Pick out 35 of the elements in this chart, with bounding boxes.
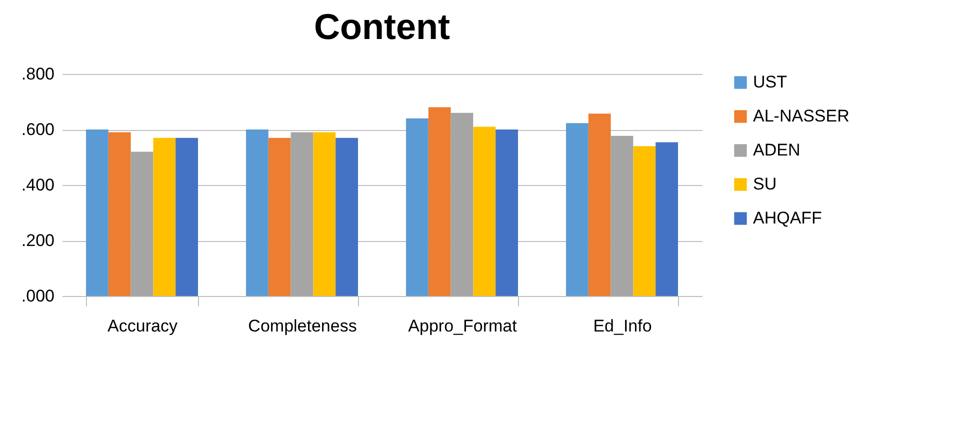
bar — [473, 126, 496, 296]
legend-label: AL-NASSER — [753, 106, 850, 126]
bar — [566, 123, 588, 296]
bar — [406, 118, 428, 296]
bar — [246, 130, 268, 296]
bar — [588, 114, 611, 296]
bar — [130, 152, 154, 296]
bar — [153, 138, 176, 296]
y-tick-label: .800 — [21, 64, 54, 84]
y-tick-label: .400 — [21, 176, 54, 194]
y-tick-label: .600 — [21, 120, 54, 139]
x-tick-label: Accuracy — [108, 316, 178, 336]
x-tick-label: Completeness — [248, 316, 357, 336]
bar — [336, 138, 358, 296]
bar — [313, 132, 336, 296]
legend-label: ADEN — [753, 140, 800, 160]
x-tick-label: Appro_Format — [408, 316, 518, 336]
bar — [86, 130, 108, 296]
bar — [496, 130, 518, 296]
bar — [656, 142, 678, 296]
x-tick-label: Ed_Info — [593, 316, 652, 336]
y-tick-label: .000 — [21, 286, 54, 306]
y-tick-label: .200 — [21, 231, 54, 250]
bar — [268, 138, 291, 296]
bar — [176, 138, 198, 296]
chart-title: Content — [314, 6, 450, 47]
bar — [290, 132, 314, 296]
legend-label: UST — [753, 72, 787, 92]
legend-label: AHQAFF — [753, 208, 822, 228]
legend-label: SU — [753, 174, 777, 194]
bar — [428, 107, 451, 296]
bar — [633, 146, 656, 296]
bar — [610, 136, 634, 296]
bar — [108, 132, 131, 296]
bar — [450, 112, 474, 296]
